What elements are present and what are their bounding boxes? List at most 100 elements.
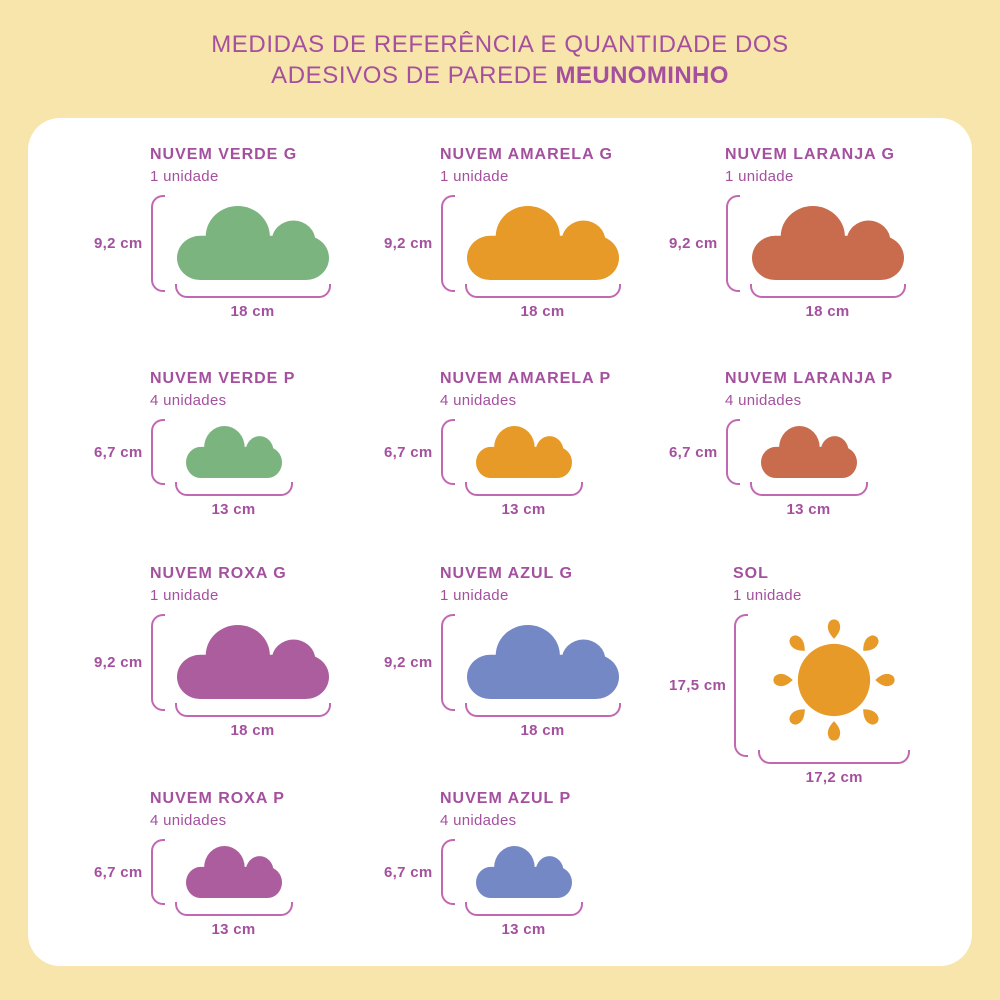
sticker-quantity: 4 unidades [150,812,227,829]
sticker-name: NUVEM ROXA G [150,565,287,582]
sticker-name: NUVEM AZUL P [440,790,572,807]
cloud-shape [475,846,572,898]
height-bracket [734,614,749,757]
reference-card: NUVEM VERDE G 1 unidade 9,2 cm 18 cm NUV… [28,118,972,966]
width-bracket [464,703,621,717]
item-head: NUVEM ROXA P 4 unidades [150,790,293,829]
width-label: 18 cm [520,303,565,320]
height-bracket [150,839,165,905]
height-bracket [725,195,740,292]
sticker-item-sol: SOL 1 unidade 17,5 cm 17,2 cm [669,565,911,786]
sticker-item-nuvem-verde-g: NUVEM VERDE G 1 unidade 9,2 cm 18 cm [94,146,331,320]
sticker-quantity: 4 unidades [440,392,517,409]
width-label: 13 cm [211,921,256,938]
cloud-shape [475,426,572,478]
item-head: NUVEM LARANJA P 4 unidades [725,370,893,409]
sticker-name: NUVEM AMARELA G [440,146,613,163]
width-bracket [464,482,583,496]
item-head: SOL 1 unidade [733,565,910,604]
sticker-name: NUVEM VERDE P [150,370,296,387]
cloud-shape [466,206,619,280]
cloud-shape [466,625,619,699]
sticker-item-nuvem-laranja-g: NUVEM LARANJA G 1 unidade 9,2 cm 18 cm [669,146,906,320]
width-label: 18 cm [230,722,275,739]
page-title-line1: MEDIDAS DE REFERÊNCIA E QUANTIDADE DOS [211,31,789,58]
item-head: NUVEM VERDE P 4 unidades [150,370,295,409]
sticker-item-nuvem-verde-p: NUVEM VERDE P 4 unidades 6,7 cm 13 cm [94,370,295,518]
item-head: NUVEM AZUL P 4 unidades [440,790,583,829]
cloud-shape [176,206,329,280]
width-bracket [174,482,293,496]
sticker-name: NUVEM AMARELA P [440,370,612,387]
height-label: 6,7 cm [669,443,718,461]
height-label: 9,2 cm [384,654,433,671]
sticker-quantity: 1 unidade [440,587,509,604]
sticker-item-nuvem-azul-p: NUVEM AZUL P 4 unidades 6,7 cm 13 cm [384,790,583,938]
height-label: 9,2 cm [94,235,143,252]
width-label: 18 cm [520,722,565,739]
width-label: 13 cm [501,501,546,518]
sticker-quantity: 4 unidades [150,392,227,409]
sticker-item-nuvem-roxa-p: NUVEM ROXA P 4 unidades 6,7 cm 13 cm [94,790,293,938]
sticker-name: NUVEM ROXA P [150,790,285,807]
width-label: 18 cm [230,303,275,320]
sticker-name: NUVEM LARANJA P [725,370,894,387]
sticker-item-nuvem-amarela-g: NUVEM AMARELA G 1 unidade 9,2 cm 18 cm [384,146,621,320]
sticker-quantity: 1 unidade [150,168,219,185]
item-head: NUVEM VERDE G 1 unidade [150,146,331,185]
width-bracket [174,703,331,717]
width-bracket [174,284,331,298]
height-bracket [150,614,165,711]
sticker-item-nuvem-azul-g: NUVEM AZUL G 1 unidade 9,2 cm 18 cm [384,565,621,739]
height-label: 6,7 cm [94,443,143,461]
brand-name: MEUNOMINHO [555,62,729,89]
page-title-line2: ADESIVOS DE PAREDE MEUNOMINHO [271,62,729,89]
width-label: 13 cm [211,501,256,518]
sticker-item-nuvem-laranja-p: NUVEM LARANJA P 4 unidades 6,7 cm 13 cm [669,370,893,518]
sticker-name: SOL [733,565,769,582]
width-bracket [174,902,293,916]
sticker-name: NUVEM LARANJA G [725,146,895,163]
height-bracket [150,195,165,292]
sticker-name: NUVEM AZUL G [440,565,573,582]
width-bracket [749,482,868,496]
item-head: NUVEM AMARELA P 4 unidades [440,370,611,409]
item-head: NUVEM LARANJA G 1 unidade [725,146,906,185]
width-label: 18 cm [805,303,850,320]
height-label: 6,7 cm [94,863,143,881]
height-bracket [725,419,740,485]
height-label: 9,2 cm [669,235,718,252]
height-bracket [150,419,165,485]
height-label: 17,5 cm [669,677,727,694]
width-bracket [464,284,621,298]
width-bracket [749,284,906,298]
sticker-quantity: 1 unidade [440,168,509,185]
sticker-quantity: 1 unidade [725,168,794,185]
sticker-item-nuvem-amarela-p: NUVEM AMARELA P 4 unidades 6,7 cm 13 cm [384,370,611,518]
width-label: 13 cm [501,921,546,938]
sticker-quantity: 4 unidades [440,812,517,829]
width-label: 17,2 cm [805,769,863,786]
sun-shape [770,616,898,744]
cloud-shape [751,206,904,280]
cloud-shape [185,846,282,898]
sticker-name: NUVEM VERDE G [150,146,298,163]
sticker-quantity: 1 unidade [733,587,802,604]
item-head: NUVEM ROXA G 1 unidade [150,565,331,604]
sticker-item-nuvem-roxa-g: NUVEM ROXA G 1 unidade 9,2 cm 18 cm [94,565,331,739]
sticker-quantity: 4 unidades [725,392,802,409]
height-label: 6,7 cm [384,863,433,881]
height-bracket [440,839,455,905]
height-label: 9,2 cm [384,235,433,252]
height-bracket [440,195,455,292]
width-bracket [464,902,583,916]
height-bracket [440,419,455,485]
height-bracket [440,614,455,711]
sticker-quantity: 1 unidade [150,587,219,604]
item-head: NUVEM AMARELA G 1 unidade [440,146,621,185]
cloud-shape [185,426,282,478]
height-label: 9,2 cm [94,654,143,671]
width-label: 13 cm [786,501,831,518]
height-label: 6,7 cm [384,443,433,461]
cloud-shape [760,426,857,478]
